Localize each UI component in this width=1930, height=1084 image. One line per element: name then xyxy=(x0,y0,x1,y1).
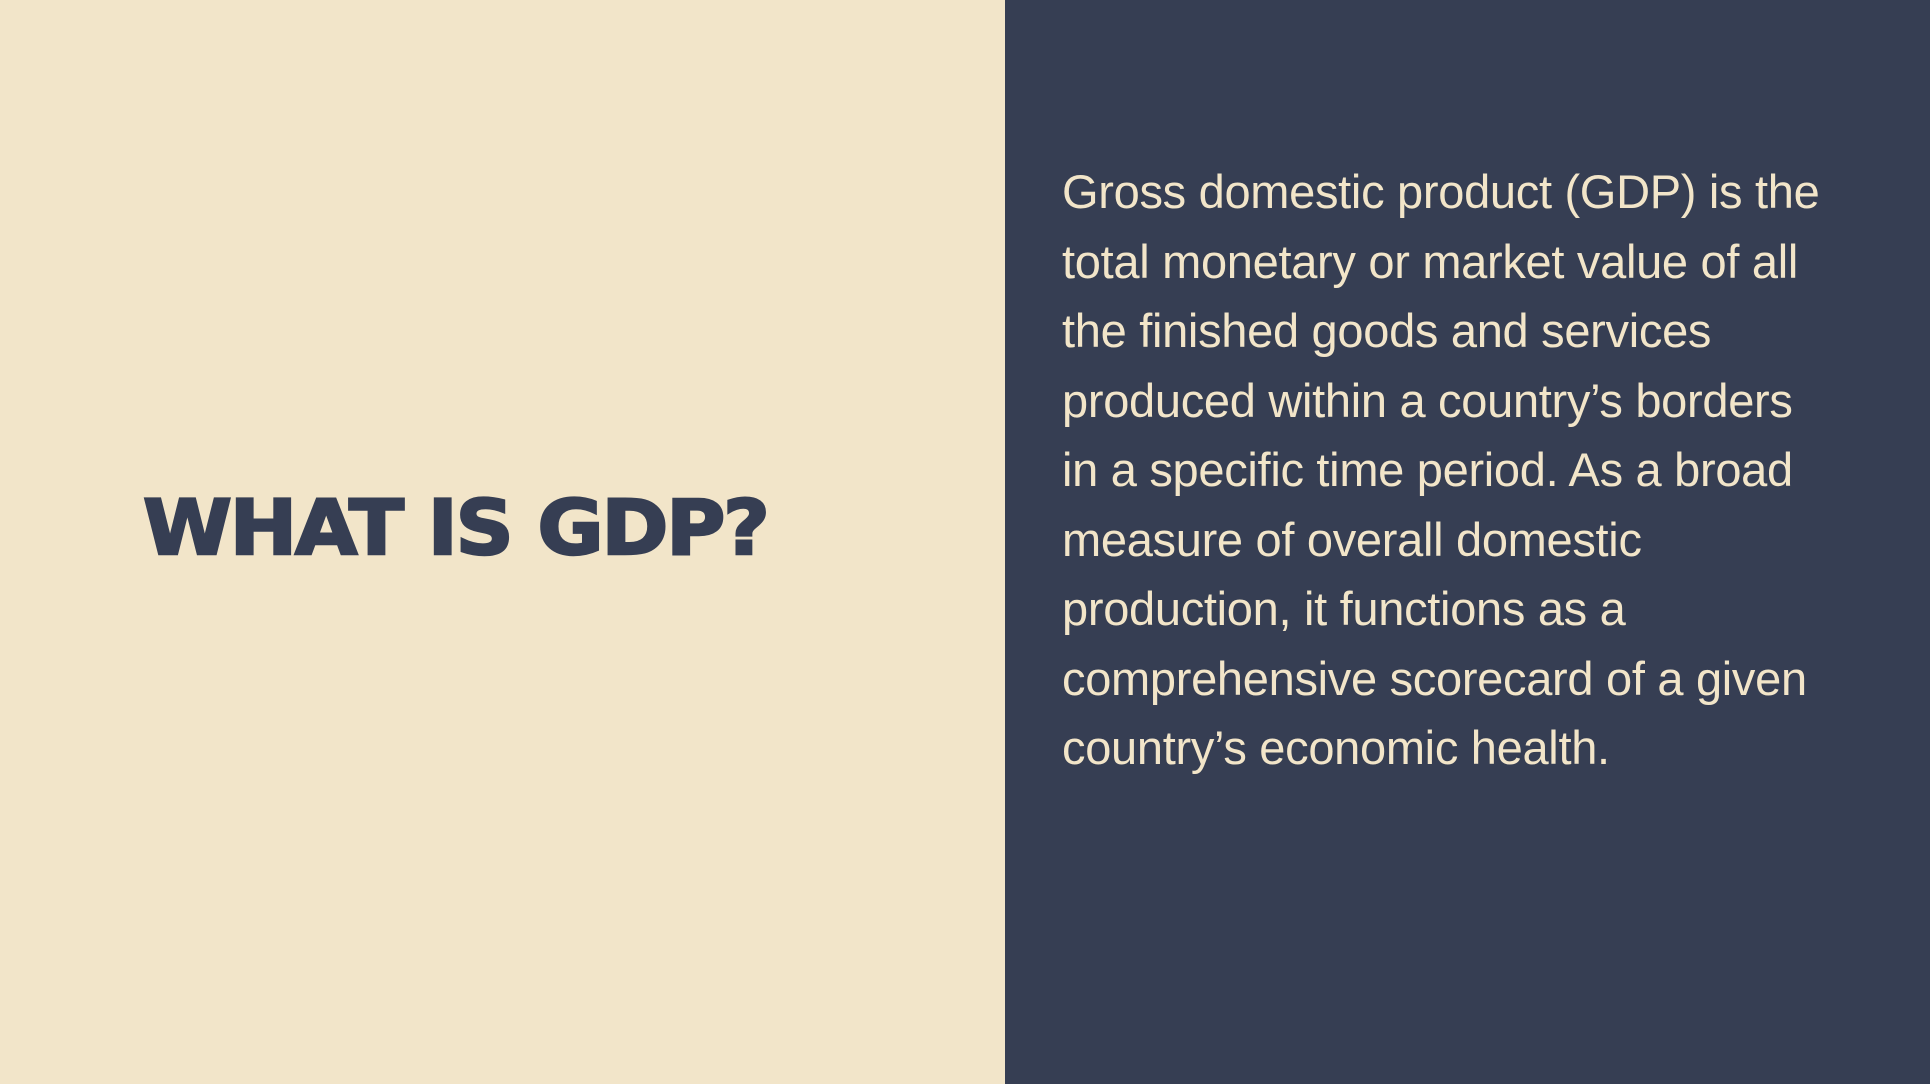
right-panel xyxy=(1005,0,1930,1084)
left-panel: WHAT IS GDP? xyxy=(141,481,772,574)
body-text: Gross domestic product (GDP) is the tota… xyxy=(1062,165,1820,774)
slide-title: WHAT IS GDP? xyxy=(142,482,772,574)
